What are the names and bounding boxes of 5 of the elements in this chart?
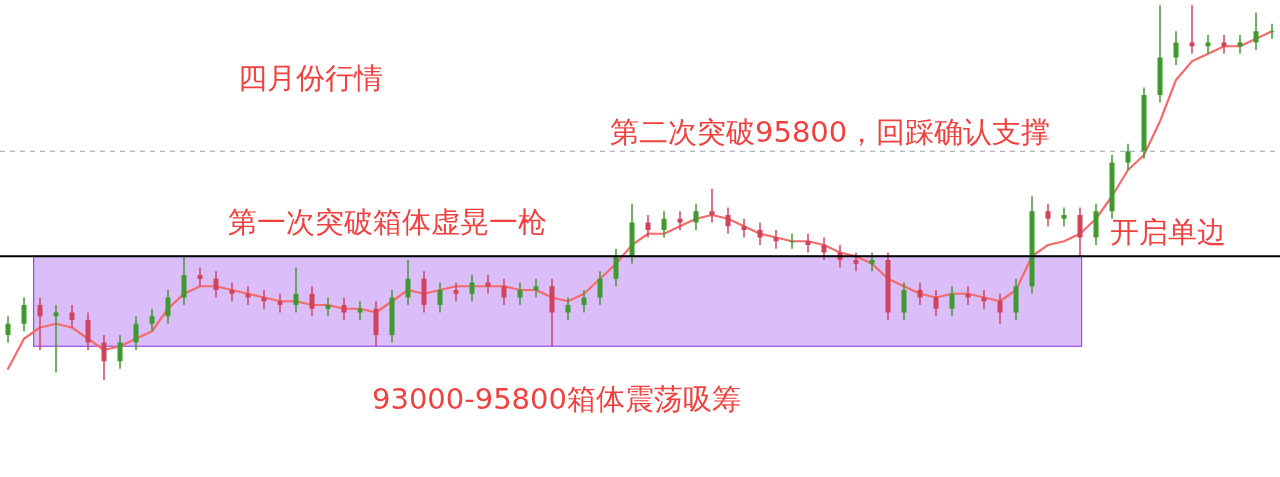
annotation: 第一次突破箱体虚晃一枪 <box>228 205 547 239</box>
annotation: 开启单边 <box>1110 215 1226 249</box>
annotation: 第二次突破95800，回踩确认支撑 <box>610 115 1051 149</box>
text: 四月份行情 <box>238 61 383 95</box>
band-label: 93000-95800箱体震荡吸筹 <box>372 382 741 417</box>
